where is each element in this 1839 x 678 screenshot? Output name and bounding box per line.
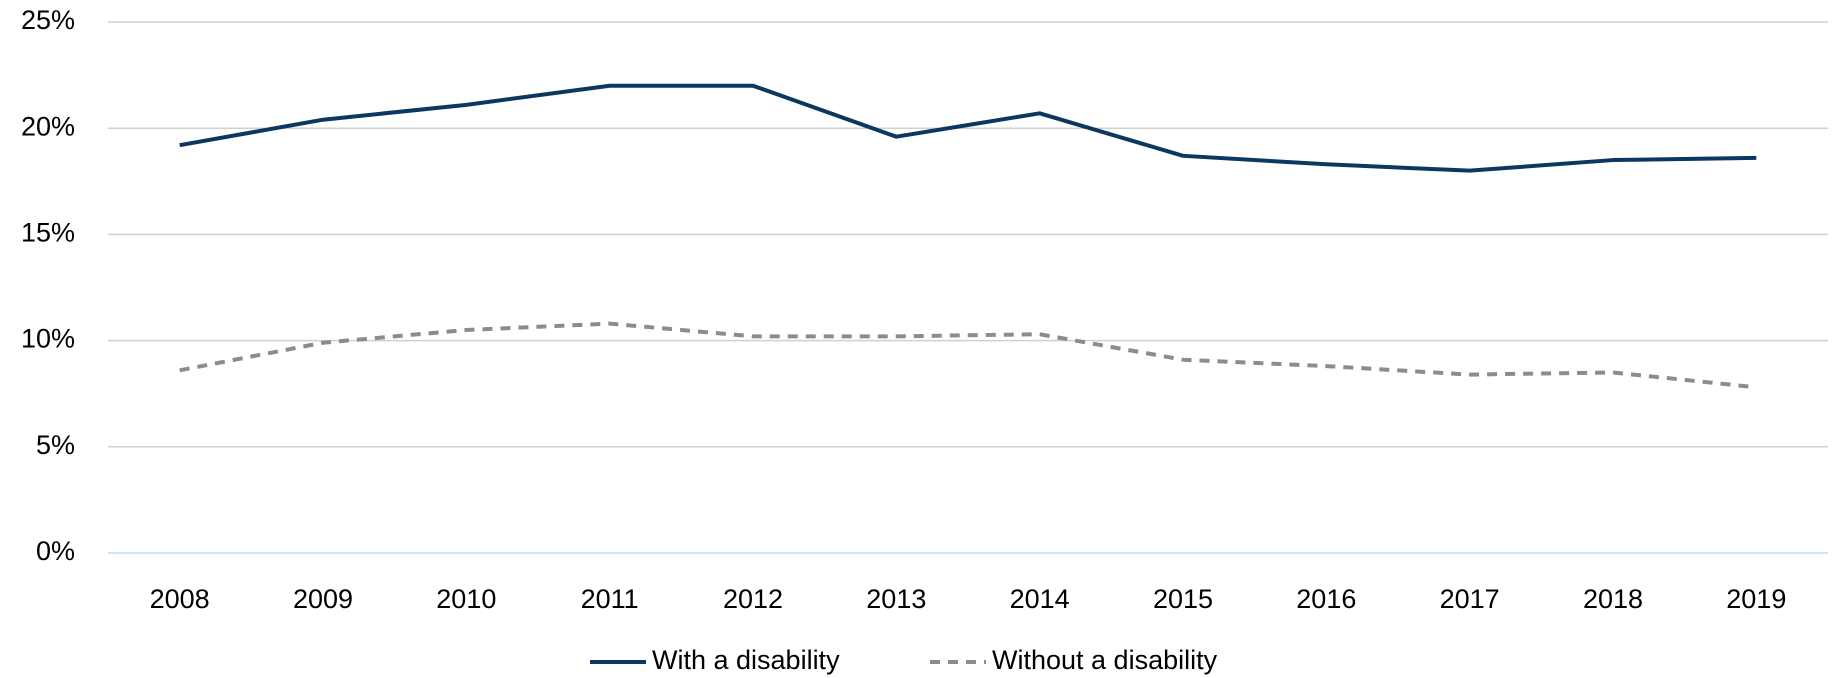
x-tick-label: 2018 [1583,584,1643,614]
x-tick-label: 2008 [150,584,210,614]
y-tick-label: 5% [36,430,75,460]
x-tick-label: 2009 [293,584,353,614]
legend-label: With a disability [652,645,840,675]
y-tick-label: 25% [21,5,75,35]
x-tick-label: 2019 [1726,584,1786,614]
y-tick-label: 15% [21,218,75,248]
x-tick-label: 2017 [1440,584,1500,614]
series-line [179,321,1757,390]
y-tick-label: 10% [21,324,75,354]
x-tick-label: 2016 [1296,584,1356,614]
x-tick-label: 2015 [1153,584,1213,614]
series-line [179,83,1757,173]
y-tick-label: 0% [36,536,75,566]
x-tick-label: 2014 [1010,584,1070,614]
x-tick-label: 2011 [581,584,639,614]
x-tick-label: 2010 [436,584,496,614]
x-tick-label: 2012 [723,584,783,614]
legend-label: Without a disability [992,645,1218,675]
x-tick-label: 2013 [866,584,926,614]
y-tick-label: 20% [21,111,75,141]
